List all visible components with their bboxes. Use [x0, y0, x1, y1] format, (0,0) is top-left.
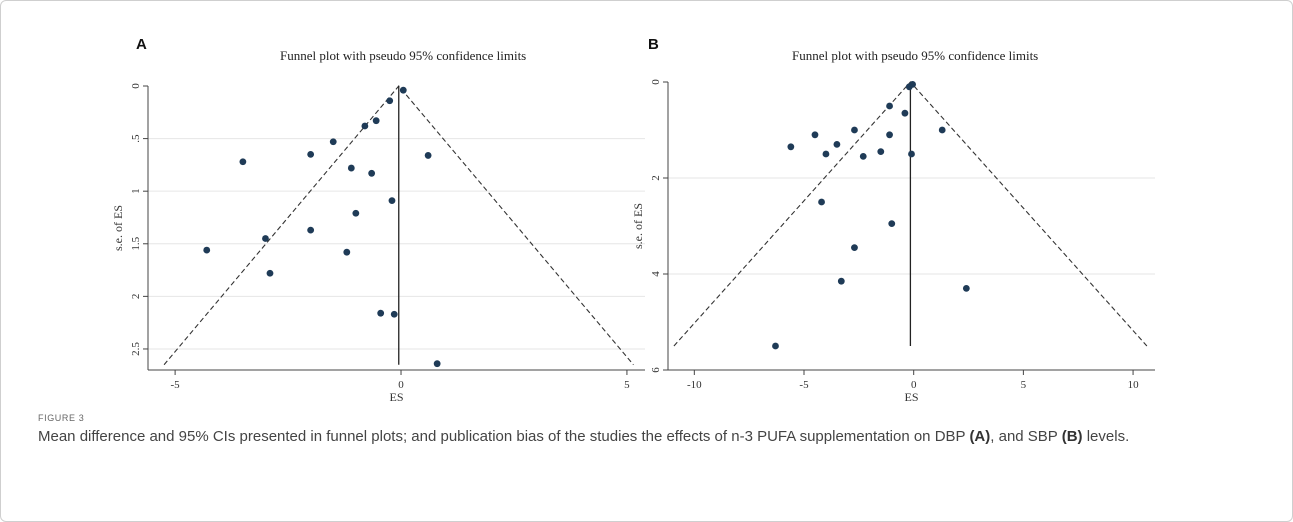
y-tick-label: 0: [130, 83, 142, 89]
data-point: [203, 246, 211, 254]
data-point: [266, 269, 274, 277]
x-tick-label: 10: [1128, 379, 1140, 391]
data-point: [772, 342, 779, 350]
data-point: [877, 148, 885, 155]
data-point: [886, 131, 893, 139]
data-point: [787, 143, 795, 151]
data-point: [307, 150, 315, 158]
y-tick-label: 1.5: [130, 236, 142, 250]
x-tick-label: -5: [799, 379, 809, 391]
x-tick-label: 5: [624, 379, 630, 391]
data-point: [388, 197, 396, 205]
data-point: [343, 248, 351, 256]
data-point: [962, 285, 970, 292]
panel-letter-a: A: [136, 36, 147, 53]
data-point: [833, 141, 841, 148]
data-point: [307, 226, 315, 234]
data-point: [822, 150, 830, 158]
y-axis-title: s.e. of ES: [631, 203, 645, 249]
y-tick-label: 2.5: [130, 342, 142, 356]
funnel-plot-a: A Funnel plot with pseudo 95% confidence…: [111, 36, 650, 404]
data-point: [262, 235, 269, 242]
data-point: [851, 126, 858, 134]
data-point: [347, 164, 355, 172]
x-tick-label: 5: [1021, 379, 1027, 391]
data-point: [851, 244, 858, 252]
plot-area-a: -5 0 5 0 .5 1 1.5 2 2.5 ES s.e. of ES: [111, 83, 645, 404]
data-point: [372, 117, 380, 125]
data-point: [239, 158, 247, 166]
y-tick-label: 2: [650, 175, 662, 181]
data-point: [377, 309, 385, 317]
data-point: [938, 126, 946, 134]
y-tick-label: 4: [650, 271, 662, 277]
x-axis-title: ES: [904, 390, 918, 404]
y-tick-label: .5: [130, 134, 142, 143]
data-point: [908, 150, 915, 158]
x-axis-title: ES: [389, 390, 403, 404]
plot-title: Funnel plot with pseudo 95% confidence l…: [280, 48, 527, 63]
data-point: [424, 152, 432, 159]
x-tick-label: -5: [171, 379, 181, 391]
data-point: [888, 220, 896, 228]
x-tick-label: 0: [911, 379, 917, 391]
plot-title: Funnel plot with pseudo 95% confidence l…: [792, 48, 1039, 63]
data-point: [399, 86, 407, 94]
funnel-plot-b: B Funnel plot with pseudo 95% confidence…: [631, 36, 1160, 404]
data-point: [818, 198, 825, 206]
data-point: [329, 138, 337, 146]
x-tick-label: 0: [398, 379, 404, 391]
y-tick-label: 6: [650, 367, 662, 373]
y-tick-label: 0: [650, 79, 662, 85]
figure-caption: Mean difference and 95% CIs presented in…: [38, 428, 1130, 445]
x-tick-label: -10: [687, 379, 702, 391]
y-axis-title: s.e. of ES: [111, 205, 125, 251]
figure-label: FIGURE 3: [38, 413, 85, 423]
y-tick-label: 2: [130, 294, 142, 300]
data-point: [811, 131, 819, 139]
data-point: [901, 109, 909, 117]
panel-letter-b: B: [648, 36, 659, 53]
data-point: [859, 153, 867, 160]
data-point: [905, 83, 913, 91]
data-point: [386, 97, 394, 105]
y-tick-label: 1: [130, 188, 142, 194]
data-point: [352, 209, 360, 217]
data-point: [361, 122, 369, 130]
data-point: [433, 360, 441, 368]
data-point: [368, 169, 376, 177]
data-point: [837, 277, 845, 285]
data-point: [886, 102, 893, 110]
plot-area-b: -10 -5 0 5 10 0 2 4 6 ES s.e. of ES: [631, 79, 1155, 404]
data-point: [390, 310, 398, 318]
